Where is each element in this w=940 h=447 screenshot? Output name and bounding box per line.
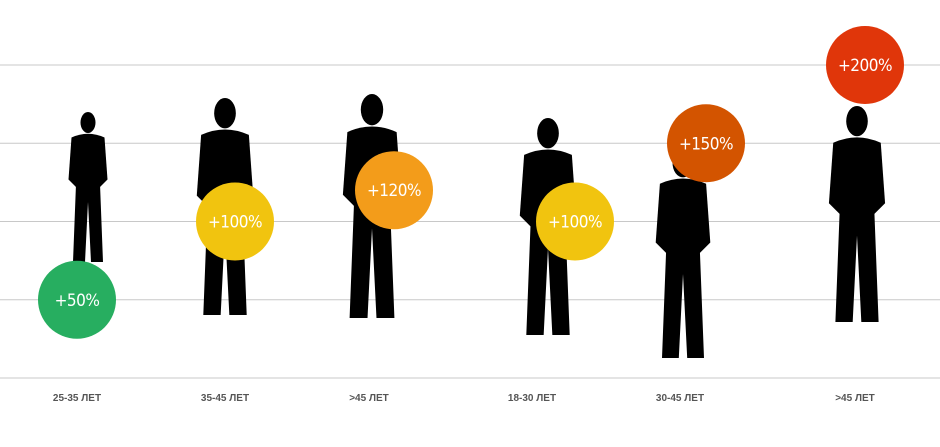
value-label: +50% xyxy=(55,291,100,311)
category-label: 35-45 ЛЕТ xyxy=(201,393,249,404)
legs xyxy=(73,184,103,262)
value-bubble xyxy=(38,260,116,339)
body xyxy=(655,178,711,253)
head xyxy=(537,118,559,149)
head xyxy=(80,112,96,133)
value-label: +200% xyxy=(838,56,892,76)
legs xyxy=(835,209,879,322)
body xyxy=(828,137,886,214)
category-label: >45 ЛЕТ xyxy=(835,393,875,404)
legs xyxy=(349,201,395,318)
head xyxy=(846,106,868,137)
legs xyxy=(662,248,704,358)
head xyxy=(360,94,384,126)
value-bubble xyxy=(667,104,745,183)
value-bubble xyxy=(826,26,904,104)
category-label: 25-35 ЛЕТ xyxy=(53,393,101,404)
value-bubble xyxy=(196,182,274,261)
value-label: +150% xyxy=(679,134,733,154)
category-label: 18-30 ЛЕТ xyxy=(508,393,556,404)
value-label: +100% xyxy=(208,213,262,233)
value-bubble xyxy=(355,151,433,230)
value-bubble xyxy=(536,182,614,261)
head xyxy=(214,98,236,129)
category-label: >45 ЛЕТ xyxy=(349,393,389,404)
silhouette xyxy=(68,112,108,262)
body xyxy=(68,133,108,187)
value-label: +120% xyxy=(367,181,421,201)
silhouette xyxy=(828,106,886,322)
category-label: 30-45 ЛЕТ xyxy=(656,393,704,404)
value-label: +100% xyxy=(548,213,602,233)
